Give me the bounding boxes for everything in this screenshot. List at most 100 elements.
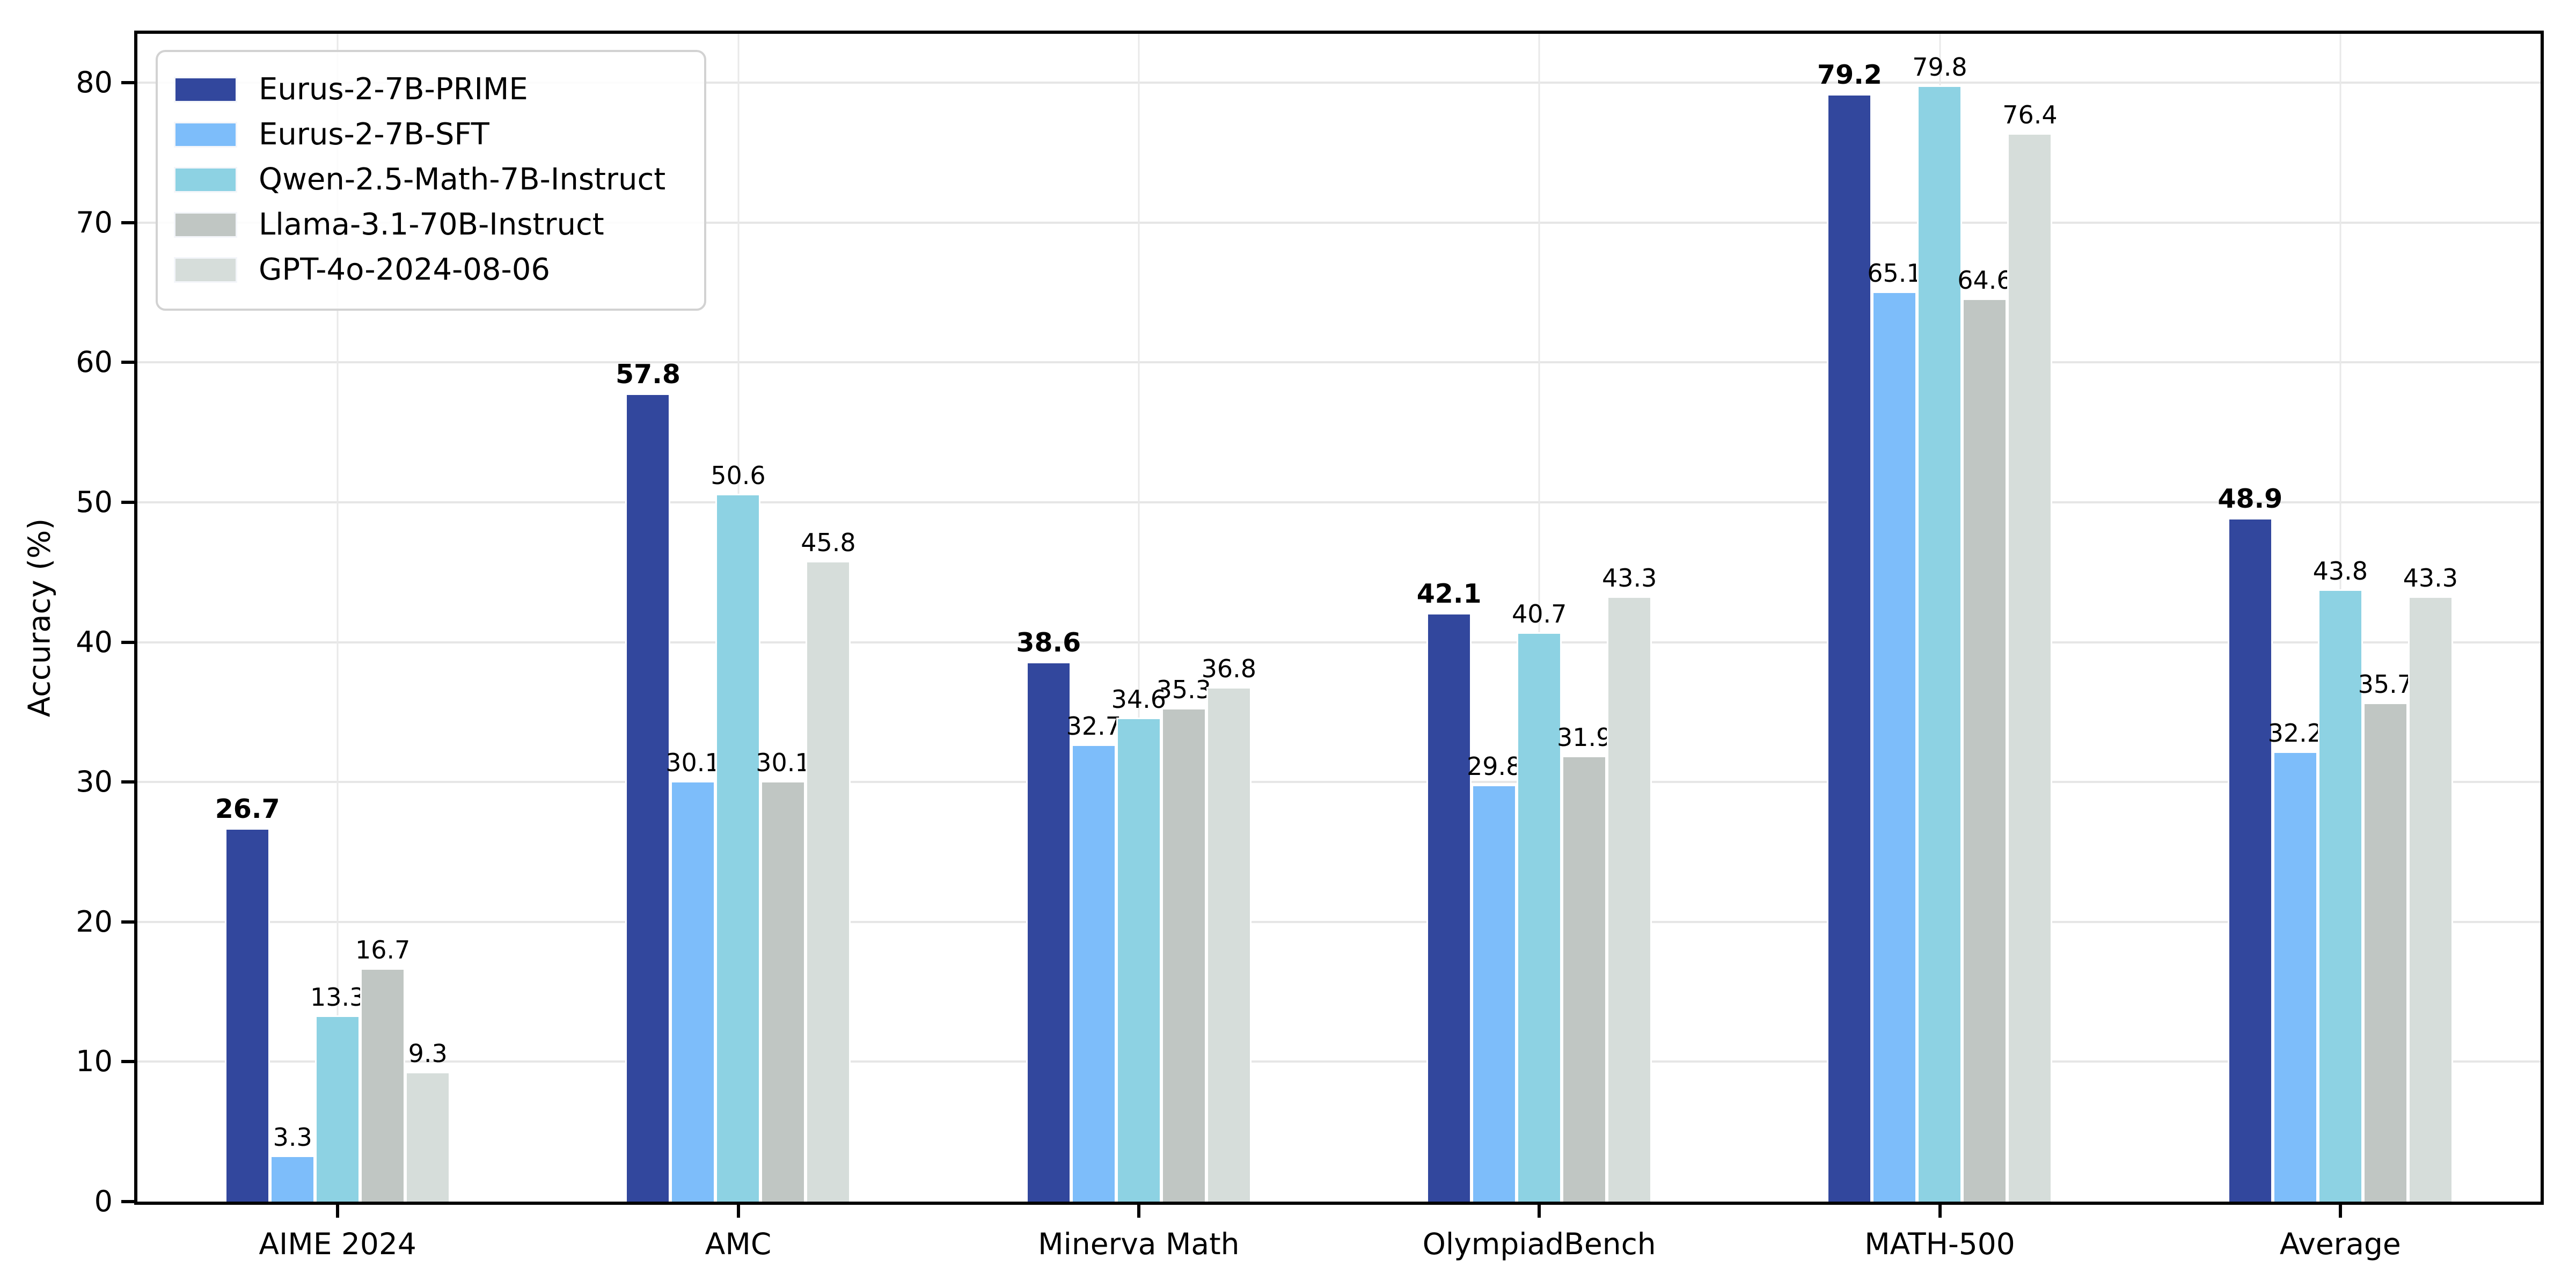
- y-tick-label: 20: [76, 904, 113, 939]
- legend-swatch: [174, 212, 237, 238]
- y-tick: [121, 361, 137, 364]
- bar-value-label: 16.7: [355, 935, 411, 964]
- h-gridline: [137, 781, 2541, 784]
- bar-value-label: 43.3: [1601, 563, 1657, 592]
- h-gridline: [137, 501, 2541, 504]
- bar: 79.2: [1817, 62, 1882, 1202]
- h-gridline: [137, 221, 2541, 224]
- bar-value-label: 35.3: [1156, 675, 1212, 705]
- bar: 31.9: [1557, 725, 1612, 1202]
- bar: 36.8: [1202, 656, 1256, 1202]
- y-tick-label: 50: [76, 485, 113, 519]
- legend-swatch: [174, 122, 237, 148]
- bar: 48.9: [2218, 486, 2282, 1202]
- bar: 35.3: [1157, 677, 1211, 1202]
- bar: 32.2: [2268, 721, 2323, 1202]
- bar: 30.1: [665, 750, 721, 1202]
- x-tick-label: Minerva Math: [1038, 1227, 1240, 1261]
- y-tick: [121, 1200, 137, 1203]
- y-tick-label: 0: [94, 1184, 113, 1218]
- h-gridline: [137, 1060, 2541, 1063]
- x-tick-label: AMC: [705, 1227, 772, 1261]
- y-tick: [121, 780, 137, 784]
- legend-row: Qwen-2.5-Math-7B-Instruct: [174, 157, 665, 202]
- v-gridline: [336, 34, 339, 1202]
- bar-group: 79.2 65.1 79.8 64.6 76.4: [1739, 34, 2140, 1202]
- legend-swatch: [174, 257, 237, 283]
- legend-label: Eurus-2-7B-SFT: [259, 117, 489, 152]
- x-tick: [336, 1202, 340, 1218]
- legend-swatch: [174, 167, 237, 193]
- x-tick-label: Average: [2279, 1227, 2401, 1261]
- v-gridline: [1538, 34, 1540, 1202]
- x-tick: [2338, 1202, 2342, 1218]
- bar-value-label: 3.3: [273, 1123, 312, 1152]
- bar: 13.3: [310, 985, 365, 1202]
- bar-value-label: 76.4: [2002, 100, 2058, 130]
- h-gridline: [137, 641, 2541, 643]
- bar: 43.3: [2403, 566, 2458, 1202]
- bar-value-label: 32.7: [1066, 711, 1122, 741]
- legend-label: Llama-3.1-70B-Instruct: [259, 207, 604, 242]
- bar-value-label: 32.2: [2267, 718, 2323, 748]
- legend: Eurus-2-7B-PRIME Eurus-2-7B-SFT Qwen-2.5-M…: [156, 50, 707, 311]
- bar-value-label: 65.1: [1867, 258, 1922, 288]
- bar: 3.3: [270, 1125, 316, 1202]
- h-gridline: [137, 920, 2541, 923]
- y-tick-label: 80: [76, 65, 113, 100]
- y-tick: [121, 81, 137, 85]
- y-tick-label: 10: [76, 1044, 113, 1079]
- x-tick: [1538, 1202, 1541, 1218]
- bar-value-label: 31.9: [1556, 722, 1612, 752]
- bar-value-label: 26.7: [215, 794, 280, 825]
- bar: 65.1: [1867, 261, 1922, 1202]
- bar-group: 38.6 32.7 34.6 35.3 36.8: [939, 34, 1339, 1202]
- h-gridline: [137, 361, 2541, 364]
- y-tick-label: 30: [76, 765, 113, 799]
- bar-value-label: 79.2: [1817, 60, 1882, 91]
- bar: 40.7: [1512, 602, 1567, 1202]
- bar-value-label: 43.8: [2312, 556, 2368, 586]
- bar-value-label: 34.6: [1111, 685, 1167, 714]
- y-tick: [121, 920, 137, 924]
- bar: 64.6: [1957, 268, 2012, 1202]
- y-tick: [121, 501, 137, 504]
- bar: 79.8: [1912, 55, 1967, 1202]
- y-tick: [121, 640, 137, 644]
- x-tick-label: AIME 2024: [259, 1227, 416, 1261]
- bar: 43.3: [1602, 566, 1657, 1202]
- bar-value-label: 45.8: [801, 528, 856, 558]
- bar-value-label: 64.6: [1957, 265, 2012, 295]
- bar-value-label: 79.8: [1912, 53, 1967, 82]
- y-tick: [121, 1060, 137, 1064]
- bar: 16.7: [355, 938, 410, 1202]
- bar-value-label: 57.8: [616, 358, 680, 390]
- bar: 76.4: [2002, 103, 2058, 1202]
- bar: 32.7: [1066, 714, 1121, 1202]
- bar-value-label: 40.7: [1511, 599, 1567, 629]
- y-tick-label: 40: [76, 625, 113, 659]
- h-gridline: [137, 82, 2541, 84]
- bar-group: 48.9 32.2 43.8 35.7 43.3: [2140, 34, 2541, 1202]
- bar-group: 57.8 30.1 50.6 30.1 45.8: [538, 34, 938, 1202]
- bar-value-label: 30.1: [756, 748, 811, 777]
- bar-value-label: 13.3: [310, 983, 365, 1012]
- legend-row: Llama-3.1-70B-Instruct: [174, 202, 665, 247]
- bar-value-label: 35.7: [2358, 669, 2413, 699]
- y-tick: [121, 221, 137, 224]
- y-tick-label: 70: [76, 205, 113, 239]
- bar: 43.8: [2313, 559, 2368, 1202]
- bar: 29.8: [1467, 754, 1521, 1202]
- bar-value-label: 43.3: [2403, 563, 2458, 592]
- bar: 38.6: [1016, 630, 1081, 1202]
- x-tick: [1938, 1202, 1942, 1218]
- legend-label: Eurus-2-7B-PRIME: [259, 72, 528, 107]
- bar-value-label: 36.8: [1201, 654, 1257, 683]
- legend-row: Eurus-2-7B-PRIME: [174, 67, 665, 112]
- bar-value-label: 48.9: [2218, 483, 2283, 514]
- bar-value-label: 30.1: [665, 748, 721, 777]
- bar: 50.6: [711, 463, 766, 1202]
- bar: 30.1: [756, 750, 811, 1202]
- bar-value-label: 9.3: [408, 1038, 448, 1068]
- legend-label: Qwen-2.5-Math-7B-Instruct: [259, 162, 666, 197]
